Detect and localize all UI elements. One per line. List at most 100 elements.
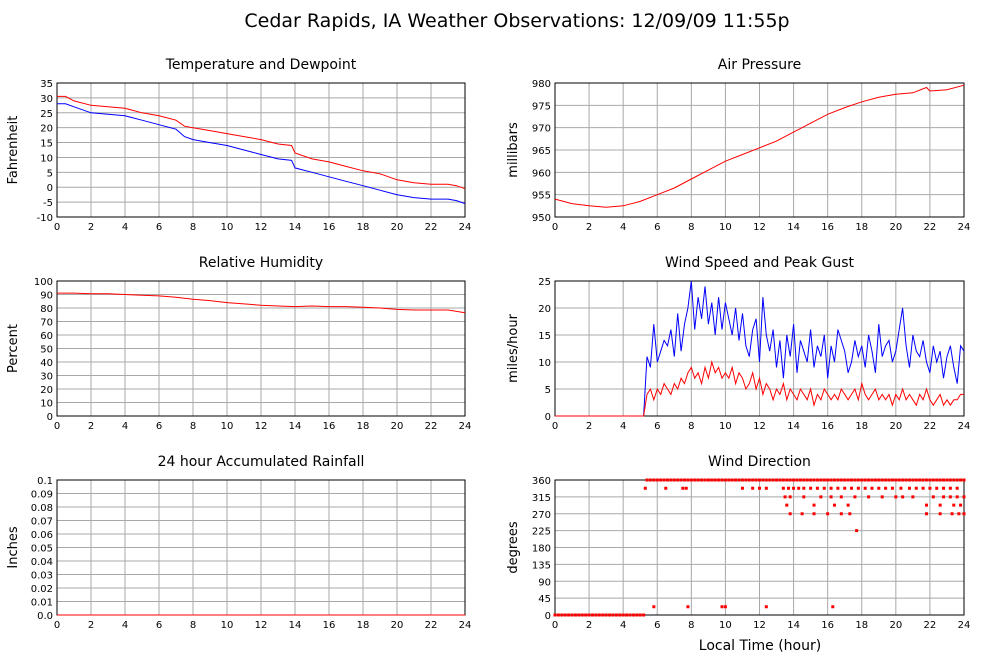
chart-title: Wind Speed and Peak Gust bbox=[665, 255, 854, 271]
scatter-point bbox=[870, 486, 874, 490]
x-tick-label: 22 bbox=[425, 421, 438, 432]
series-line-0 bbox=[554, 84, 965, 208]
scatter-point bbox=[587, 613, 591, 617]
scatter-point bbox=[664, 486, 668, 490]
y-tick-label: 80 bbox=[40, 304, 53, 315]
scatter-point bbox=[860, 478, 864, 482]
scatter-point bbox=[931, 478, 935, 482]
scatter-point bbox=[669, 478, 673, 482]
scatter-point bbox=[553, 613, 557, 617]
scatter-point bbox=[839, 495, 843, 499]
scatter-point bbox=[689, 478, 693, 482]
y-tick-label: 10 bbox=[538, 358, 551, 369]
scatter-point bbox=[873, 478, 877, 482]
x-tick-label: 2 bbox=[88, 222, 94, 233]
scatter-point bbox=[880, 495, 884, 499]
x-tick-label: 20 bbox=[391, 620, 404, 631]
x-tick-label: 22 bbox=[924, 222, 937, 233]
x-tick-label: 22 bbox=[425, 222, 438, 233]
x-tick-label: 6 bbox=[156, 222, 162, 233]
y-tick-label: 180 bbox=[532, 544, 551, 555]
x-tick-label: 12 bbox=[255, 222, 268, 233]
scatter-point bbox=[850, 478, 854, 482]
main-title: Cedar Rapids, IA Weather Observations: 1… bbox=[244, 10, 789, 32]
x-tick-label: 20 bbox=[889, 222, 902, 233]
scatter-point bbox=[839, 478, 843, 482]
scatter-point bbox=[625, 613, 629, 617]
series-line-0 bbox=[555, 280, 965, 417]
plot-frame bbox=[56, 280, 466, 417]
scatter-point bbox=[730, 478, 734, 482]
scatter-point bbox=[758, 486, 761, 490]
y-tick-label: 965 bbox=[532, 146, 551, 157]
scatter-point bbox=[573, 613, 577, 617]
x-tick-label: 8 bbox=[190, 421, 196, 432]
scatter-point bbox=[802, 486, 806, 490]
scatter-point bbox=[822, 478, 826, 482]
scatter-point bbox=[703, 478, 707, 482]
scatter-point bbox=[925, 478, 929, 482]
y-tick-label: 0.07 bbox=[31, 517, 53, 528]
scatter-point bbox=[899, 486, 903, 490]
scatter-point bbox=[686, 605, 690, 609]
x-tick-label: 2 bbox=[586, 620, 592, 631]
scatter-point bbox=[563, 613, 567, 617]
y-tick-label: 0.03 bbox=[31, 571, 53, 582]
scatter-point bbox=[601, 613, 605, 617]
scatter-point bbox=[942, 495, 946, 499]
scatter-point bbox=[727, 478, 731, 482]
scatter-point bbox=[928, 478, 932, 482]
x-tick-label: 14 bbox=[787, 620, 800, 631]
scatter-point bbox=[955, 495, 959, 499]
scatter-point bbox=[672, 478, 676, 482]
x-tick-label: 16 bbox=[323, 421, 336, 432]
scatter-point bbox=[962, 478, 966, 482]
scatter-point bbox=[870, 478, 874, 482]
scatter-point bbox=[812, 478, 816, 482]
x-tick-label: 0 bbox=[54, 222, 60, 233]
scatter-point bbox=[846, 478, 850, 482]
y-tick-label: 20 bbox=[538, 304, 551, 315]
scatter-point bbox=[890, 478, 894, 482]
x-tick-label: 24 bbox=[459, 222, 472, 233]
y-axis-label: millibars bbox=[506, 122, 521, 178]
scatter-point bbox=[802, 495, 806, 499]
x-tick-label: 4 bbox=[620, 620, 626, 631]
x-tick-label: 4 bbox=[620, 222, 626, 233]
x-tick-label: 14 bbox=[787, 421, 800, 432]
scatter-point bbox=[901, 478, 905, 482]
y-tick-label: 90 bbox=[40, 291, 53, 302]
scatter-point bbox=[819, 495, 823, 499]
y-axis-label: Fahrenheit bbox=[6, 116, 21, 185]
scatter-point bbox=[938, 512, 942, 516]
scatter-point bbox=[948, 478, 952, 482]
scatter-point bbox=[914, 478, 918, 482]
scatter-point bbox=[948, 486, 952, 490]
scatter-point bbox=[556, 613, 560, 617]
series-line-1 bbox=[555, 360, 964, 417]
scatter-point bbox=[907, 486, 911, 490]
x-tick-label: 16 bbox=[821, 620, 834, 631]
scatter-point bbox=[594, 613, 598, 617]
y-tick-label: 0 bbox=[545, 611, 551, 622]
scatter-point bbox=[843, 478, 847, 482]
y-tick-label: 270 bbox=[532, 510, 551, 521]
scatter-point bbox=[792, 478, 796, 482]
x-tick-label: 18 bbox=[855, 222, 868, 233]
scatter-point bbox=[938, 503, 942, 507]
scatter-point bbox=[887, 478, 891, 482]
scatter-point bbox=[901, 495, 905, 499]
y-axis-label: Percent bbox=[6, 324, 21, 373]
scatter-point bbox=[643, 486, 647, 490]
y-tick-label: 5 bbox=[47, 168, 53, 179]
scatter-point bbox=[848, 512, 852, 516]
x-tick-label: 4 bbox=[122, 620, 128, 631]
scatter-point bbox=[800, 512, 804, 516]
scatter-point bbox=[880, 478, 884, 482]
scatter-point bbox=[771, 478, 775, 482]
scatter-point bbox=[942, 478, 946, 482]
y-tick-label: 0 bbox=[47, 183, 53, 194]
